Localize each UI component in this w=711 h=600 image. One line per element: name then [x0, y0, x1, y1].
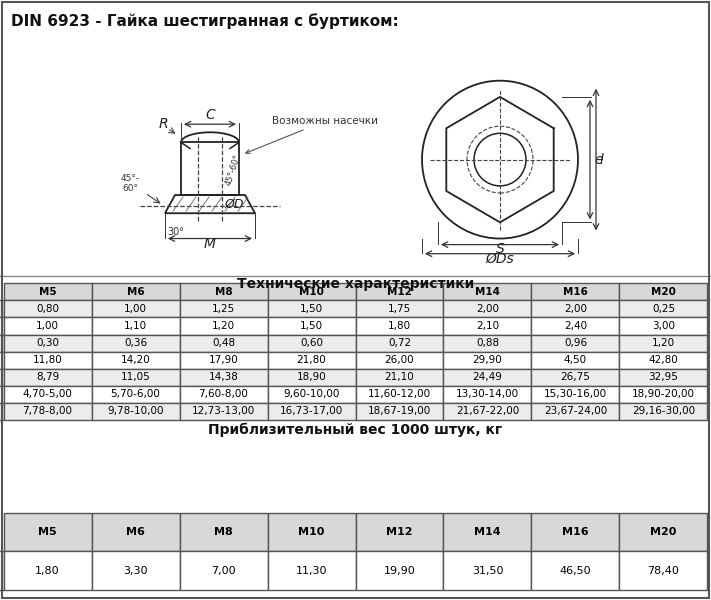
Bar [181, 142, 239, 195]
Text: e: e [594, 152, 602, 167]
Text: C: C [205, 108, 215, 122]
Text: ØD: ØD [224, 198, 243, 211]
Text: M: M [204, 236, 216, 251]
Text: l: l [600, 152, 604, 167]
Text: Приблизительный вес 1000 штук, кг: Приблизительный вес 1000 штук, кг [208, 423, 503, 437]
Text: S: S [496, 242, 504, 256]
Text: 45°-
60°: 45°- 60° [120, 173, 139, 193]
Text: 45°-60°: 45°-60° [224, 154, 242, 187]
Text: Возможны насечки: Возможны насечки [246, 116, 378, 154]
Text: 30°: 30° [167, 227, 184, 238]
Text: ØDs: ØDs [486, 252, 514, 266]
Text: R: R [159, 117, 169, 131]
Text: DIN 6923 - Гайка шестигранная с буртиком:: DIN 6923 - Гайка шестигранная с буртиком… [11, 13, 398, 29]
Text: Технические характеристики: Технические характеристики [237, 277, 474, 291]
